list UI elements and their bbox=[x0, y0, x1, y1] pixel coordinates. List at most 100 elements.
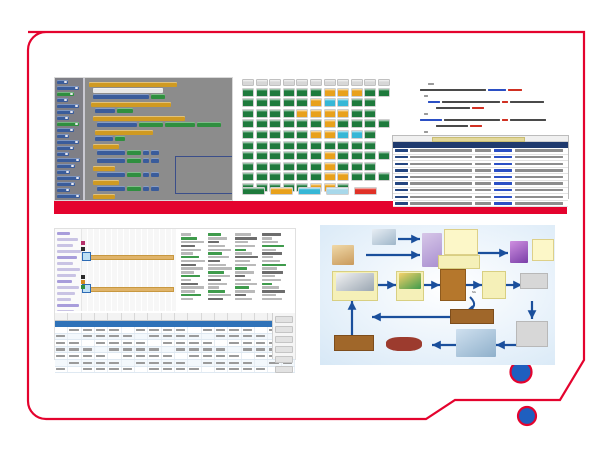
script-block[interactable] bbox=[143, 172, 149, 177]
table-cell[interactable] bbox=[188, 353, 202, 359]
schedule-tree-item[interactable] bbox=[57, 298, 72, 301]
status-cell[interactable] bbox=[242, 98, 254, 108]
script-block[interactable] bbox=[151, 186, 159, 191]
table-column-header[interactable] bbox=[95, 313, 109, 320]
table-column-header[interactable] bbox=[162, 313, 175, 320]
table-cell[interactable] bbox=[135, 366, 149, 373]
status-cell[interactable] bbox=[350, 108, 363, 118]
status-cell[interactable] bbox=[309, 108, 322, 118]
table-cell[interactable] bbox=[242, 333, 255, 340]
status-grid-panel[interactable] bbox=[240, 77, 390, 199]
table-action-button[interactable] bbox=[275, 356, 293, 363]
status-cell[interactable] bbox=[242, 129, 254, 139]
code-editor-panel[interactable] bbox=[392, 77, 569, 208]
palette-block[interactable] bbox=[57, 86, 79, 90]
palette-block[interactable] bbox=[57, 182, 75, 186]
script-block[interactable] bbox=[97, 158, 125, 163]
table-action-button[interactable] bbox=[275, 326, 293, 333]
table-cell[interactable] bbox=[148, 340, 162, 346]
table-cell[interactable] bbox=[202, 327, 215, 333]
table-cell[interactable] bbox=[215, 359, 229, 366]
table-column-header[interactable] bbox=[255, 313, 269, 320]
table-cell[interactable] bbox=[202, 346, 215, 353]
status-cell[interactable] bbox=[296, 172, 309, 182]
gantt-chart-area[interactable] bbox=[55, 229, 295, 311]
schedule-tree-item[interactable] bbox=[57, 280, 72, 283]
table-cell[interactable] bbox=[108, 340, 122, 346]
table-cell[interactable] bbox=[175, 346, 189, 353]
status-cell[interactable] bbox=[337, 140, 350, 150]
log-row[interactable] bbox=[393, 174, 568, 181]
status-cell[interactable] bbox=[364, 87, 377, 97]
script-block[interactable] bbox=[93, 144, 119, 149]
palette-block[interactable] bbox=[57, 146, 75, 150]
status-cell[interactable] bbox=[296, 151, 309, 161]
table-cell[interactable] bbox=[175, 366, 189, 373]
status-cell[interactable] bbox=[296, 108, 309, 118]
table-cell[interactable] bbox=[108, 346, 122, 353]
status-cell[interactable] bbox=[282, 129, 295, 139]
status-cell[interactable] bbox=[242, 172, 254, 182]
table-cell[interactable] bbox=[242, 353, 255, 359]
status-cell[interactable] bbox=[364, 108, 377, 118]
palette-block[interactable] bbox=[57, 104, 79, 108]
status-cell[interactable] bbox=[323, 129, 336, 139]
palette-block[interactable] bbox=[57, 170, 70, 174]
script-block[interactable] bbox=[93, 116, 185, 121]
table-action-button[interactable] bbox=[275, 366, 293, 373]
palette-block[interactable] bbox=[57, 164, 75, 168]
table-cell[interactable] bbox=[68, 346, 82, 353]
palette-block[interactable] bbox=[57, 80, 69, 84]
script-block[interactable] bbox=[93, 166, 115, 171]
palette-block[interactable] bbox=[57, 194, 81, 198]
status-cell[interactable] bbox=[269, 108, 282, 118]
status-cell[interactable] bbox=[337, 172, 350, 182]
table-cell[interactable] bbox=[82, 366, 95, 373]
table-cell[interactable] bbox=[108, 366, 122, 373]
table-cell[interactable] bbox=[95, 346, 109, 353]
status-cell[interactable] bbox=[377, 151, 390, 161]
script-block[interactable] bbox=[95, 130, 153, 135]
table-cell[interactable] bbox=[188, 359, 202, 366]
table-cell[interactable] bbox=[188, 346, 202, 353]
script-block[interactable] bbox=[151, 94, 165, 99]
table-cell[interactable] bbox=[82, 346, 95, 353]
status-cell[interactable] bbox=[364, 98, 377, 108]
table-row[interactable] bbox=[55, 333, 295, 341]
status-cell[interactable] bbox=[309, 161, 322, 171]
status-cell[interactable] bbox=[282, 172, 295, 182]
status-cell[interactable] bbox=[296, 87, 309, 97]
status-cell[interactable] bbox=[282, 161, 295, 171]
status-cell[interactable] bbox=[269, 172, 282, 182]
script-block[interactable] bbox=[97, 186, 125, 191]
table-cell[interactable] bbox=[68, 366, 82, 373]
table-cell[interactable] bbox=[148, 333, 162, 340]
status-cell[interactable] bbox=[350, 172, 363, 182]
table-cell[interactable] bbox=[135, 346, 149, 353]
schedule-tree-item[interactable] bbox=[57, 310, 75, 311]
palette-block[interactable] bbox=[57, 128, 75, 132]
table-cell[interactable] bbox=[242, 359, 255, 366]
table-cell[interactable] bbox=[95, 359, 109, 366]
script-block[interactable] bbox=[127, 172, 141, 177]
table-cell[interactable] bbox=[162, 327, 175, 333]
script-block[interactable] bbox=[127, 150, 141, 155]
log-row[interactable] bbox=[393, 167, 568, 175]
table-cell[interactable] bbox=[82, 359, 95, 366]
table-cell[interactable] bbox=[228, 353, 242, 359]
table-row[interactable] bbox=[55, 346, 295, 354]
schedule-tree-item[interactable] bbox=[57, 262, 73, 265]
palette-block[interactable] bbox=[57, 200, 75, 201]
table-cell[interactable] bbox=[135, 327, 149, 333]
schedule-tree-item[interactable] bbox=[57, 268, 81, 271]
table-column-header[interactable] bbox=[228, 313, 242, 320]
table-cell[interactable] bbox=[135, 333, 149, 340]
table-cell[interactable] bbox=[82, 327, 95, 333]
table-side-toolbar[interactable] bbox=[272, 313, 295, 373]
table-cell[interactable] bbox=[255, 327, 269, 333]
script-block[interactable] bbox=[97, 122, 137, 127]
table-column-header[interactable] bbox=[175, 313, 189, 320]
script-block[interactable] bbox=[93, 94, 149, 99]
script-block[interactable] bbox=[97, 172, 125, 177]
table-cell[interactable] bbox=[188, 327, 202, 333]
